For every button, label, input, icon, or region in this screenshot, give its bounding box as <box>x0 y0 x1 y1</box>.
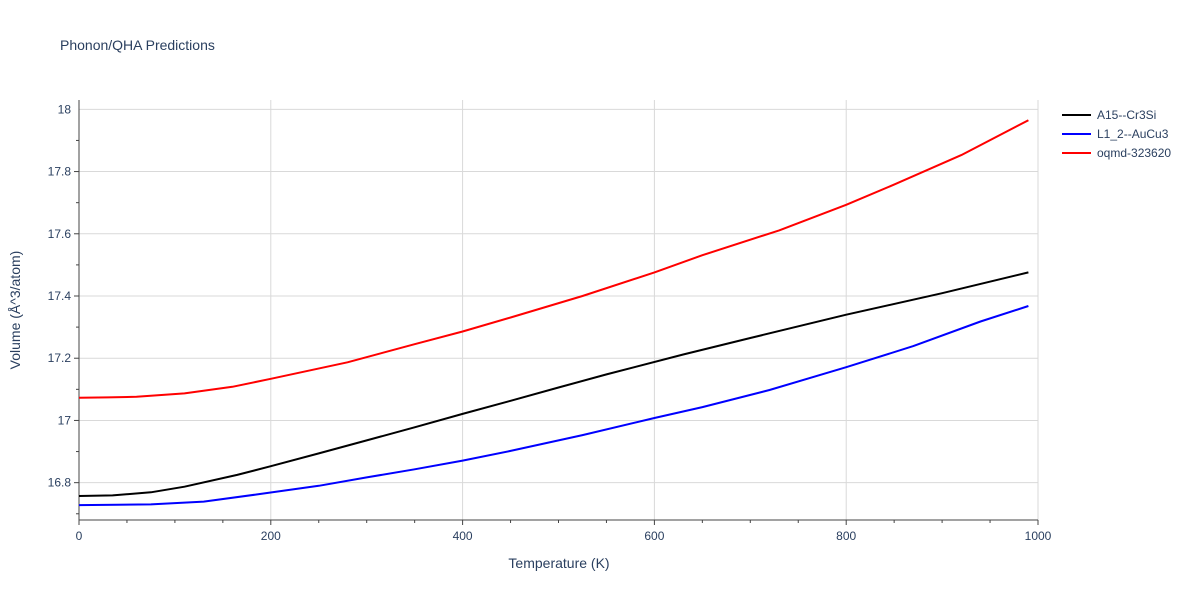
x-tick-label: 0 <box>76 529 83 543</box>
y-axis-label: Volume (Å^3/atom) <box>7 251 23 370</box>
y-tick-label: 17.6 <box>48 227 72 241</box>
series-line-a15-cr3si <box>78 271 1029 497</box>
y-tick-label: 17 <box>58 413 72 427</box>
y-tick-label: 16.8 <box>48 476 72 490</box>
legend[interactable]: A15--Cr3Si L1_2--AuCu3 oqmd-323620 <box>1062 108 1171 160</box>
legend-label: A15--Cr3Si <box>1097 108 1156 122</box>
series-line-l1-2-aucu3 <box>78 305 1029 507</box>
y-tick-label: 17.8 <box>48 165 72 179</box>
x-tick-label: 1000 <box>1025 529 1052 543</box>
x-axis-label: Temperature (K) <box>508 555 609 571</box>
y-tick-label: 17.2 <box>48 351 72 365</box>
x-tick-label: 200 <box>261 529 281 543</box>
x-tick-label: 400 <box>453 529 473 543</box>
legend-label: oqmd-323620 <box>1097 146 1171 160</box>
axes <box>74 100 1039 525</box>
y-tick-label: 18 <box>58 102 72 116</box>
legend-item[interactable]: oqmd-323620 <box>1062 146 1171 160</box>
tick-labels: 0 200 400 600 800 1000 16.8 17 17.2 17.4 17.6 17.8 1… <box>48 102 1052 543</box>
y-tick-label: 17.4 <box>48 289 72 303</box>
x-tick-label: 600 <box>644 529 664 543</box>
chart-title: Phonon/QHA Predictions <box>60 37 215 53</box>
grid-lines <box>79 100 1039 520</box>
series-lines <box>78 119 1029 507</box>
legend-item[interactable]: L1_2--AuCu3 <box>1062 127 1169 141</box>
x-tick-label: 800 <box>836 529 856 543</box>
legend-label: L1_2--AuCu3 <box>1097 127 1169 141</box>
legend-item[interactable]: A15--Cr3Si <box>1062 108 1156 122</box>
series-line-oqmd-323620 <box>78 119 1029 399</box>
